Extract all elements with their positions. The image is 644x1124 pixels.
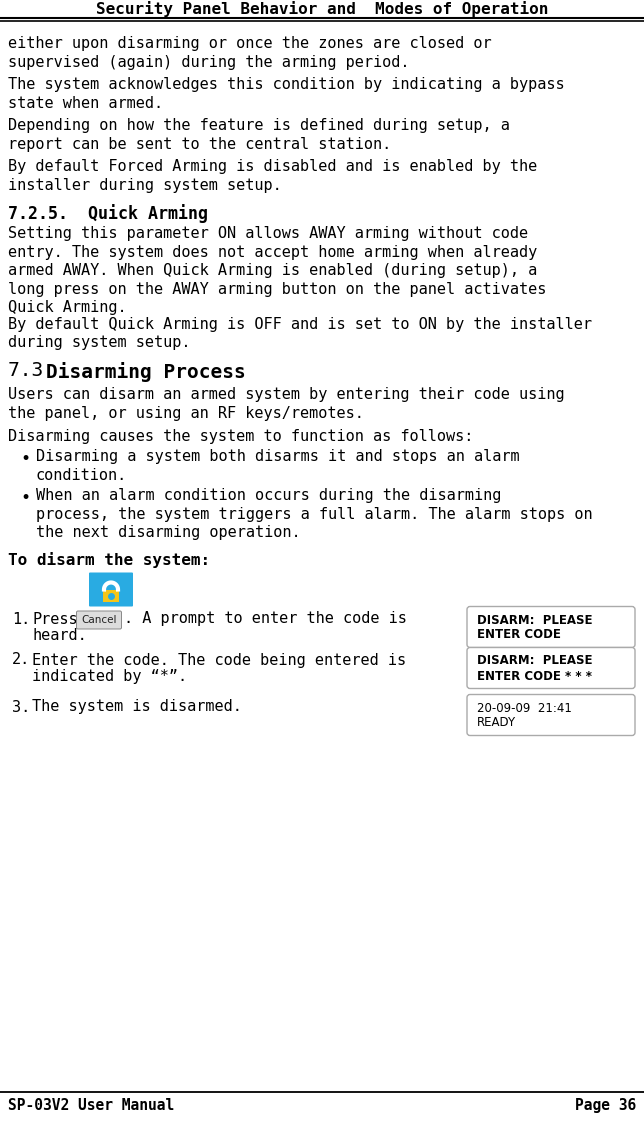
Text: DISARM:  PLEASE: DISARM: PLEASE [477, 614, 592, 626]
Text: 2.: 2. [12, 653, 30, 668]
FancyBboxPatch shape [467, 647, 635, 689]
Text: Users can disarm an armed system by entering their code using
the panel, or usin: Users can disarm an armed system by ente… [8, 388, 565, 422]
FancyBboxPatch shape [77, 611, 122, 629]
Text: By default Quick Arming is OFF and is set to ON by the installer
during system s: By default Quick Arming is OFF and is se… [8, 317, 592, 350]
Text: 7.3: 7.3 [8, 362, 67, 381]
Text: •: • [20, 450, 30, 468]
Text: Disarming Process: Disarming Process [46, 362, 246, 381]
Text: 7.2.5.  Quick Arming: 7.2.5. Quick Arming [8, 203, 208, 223]
Text: 1.: 1. [12, 611, 30, 626]
Text: Setting this parameter ON allows AWAY arming without code
entry. The system does: Setting this parameter ON allows AWAY ar… [8, 226, 546, 316]
Text: ENTER CODE * * *: ENTER CODE * * * [477, 670, 592, 682]
Text: heard.: heard. [32, 628, 87, 643]
Bar [103, 589, 119, 601]
Text: Depending on how the feature is defined during setup, a
report can be sent to th: Depending on how the feature is defined … [8, 118, 510, 152]
Text: indicated by “*”.: indicated by “*”. [32, 669, 187, 685]
Text: Cancel: Cancel [81, 615, 117, 625]
Text: SP-03V2 User Manual: SP-03V2 User Manual [8, 1098, 175, 1113]
Text: READY: READY [477, 716, 516, 729]
Text: •: • [20, 489, 30, 507]
Text: Disarming a system both disarms it and stops an alarm
condition.: Disarming a system both disarms it and s… [36, 448, 520, 482]
Text: 20-09-09  21:41: 20-09-09 21:41 [477, 701, 572, 715]
Text: . A prompt to enter the code is: . A prompt to enter the code is [124, 611, 407, 626]
Text: ENTER CODE: ENTER CODE [477, 628, 561, 642]
Text: Security Panel Behavior and  Modes of Operation: Security Panel Behavior and Modes of Ope… [96, 1, 548, 17]
FancyBboxPatch shape [467, 607, 635, 647]
FancyBboxPatch shape [467, 695, 635, 735]
Text: When an alarm condition occurs during the disarming
process, the system triggers: When an alarm condition occurs during th… [36, 488, 592, 541]
Text: Press: Press [32, 611, 78, 626]
Text: either upon disarming or once the zones are closed or
supervised (again) during : either upon disarming or once the zones … [8, 36, 491, 70]
Text: 3.: 3. [12, 699, 30, 715]
Text: The system is disarmed.: The system is disarmed. [32, 699, 242, 715]
FancyBboxPatch shape [89, 572, 133, 607]
Text: Enter the code. The code being entered is: Enter the code. The code being entered i… [32, 653, 406, 668]
Text: The system acknowledges this condition by indicating a bypass
state when armed.: The system acknowledges this condition b… [8, 78, 565, 110]
Text: Page 36: Page 36 [574, 1098, 636, 1113]
Text: To disarm the system:: To disarm the system: [8, 552, 210, 568]
Text: Disarming causes the system to function as follows:: Disarming causes the system to function … [8, 428, 473, 444]
Text: By default Forced Arming is disabled and is enabled by the
installer during syst: By default Forced Arming is disabled and… [8, 158, 537, 192]
Text: DISARM:  PLEASE: DISARM: PLEASE [477, 654, 592, 668]
